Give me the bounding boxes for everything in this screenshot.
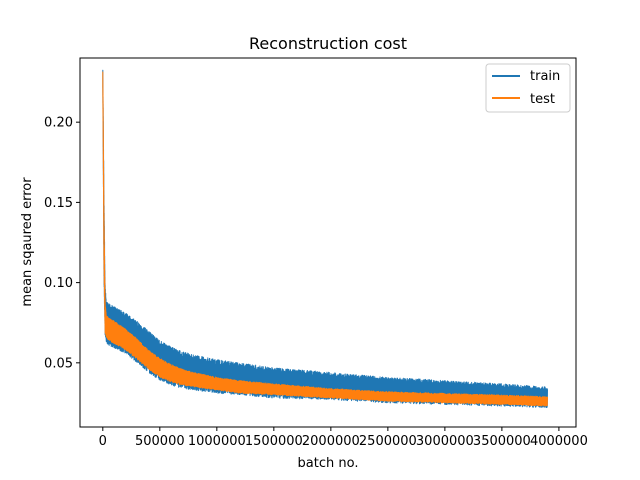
x-tick-label: 2500000: [359, 434, 417, 449]
y-tick-label: 0.15: [44, 196, 73, 211]
ticks-layer: 0 500000 1000000 1500000 2000000 2500000 30000…: [44, 116, 588, 449]
series-line-train: [102, 69, 548, 409]
x-tick-label: 500000: [135, 434, 185, 449]
legend-label-test: test: [530, 92, 555, 107]
x-tick-label: 3500000: [473, 434, 531, 449]
series-line-test: [102, 71, 548, 407]
x-tick-label: 2000000: [302, 434, 360, 449]
chart-title: Reconstruction cost: [249, 34, 407, 53]
y-axis-label: mean sqaured error: [20, 177, 35, 307]
x-tick-label: 1500000: [245, 434, 303, 449]
plot-frame: [79, 57, 577, 428]
x-tick-label: 3000000: [416, 434, 474, 449]
legend: train test: [485, 63, 571, 113]
y-tick-label: 0.10: [44, 276, 73, 291]
y-tick-label: 0.20: [44, 116, 73, 131]
x-axis-label: batch no.: [298, 456, 359, 471]
x-tick-label: 4000000: [530, 434, 588, 449]
x-tick-label: 1000000: [188, 434, 246, 449]
legend-label-train: train: [530, 69, 560, 84]
x-tick-label: 0: [99, 434, 107, 449]
series-layer: [102, 69, 548, 409]
y-tick-label: 0.05: [44, 356, 73, 371]
